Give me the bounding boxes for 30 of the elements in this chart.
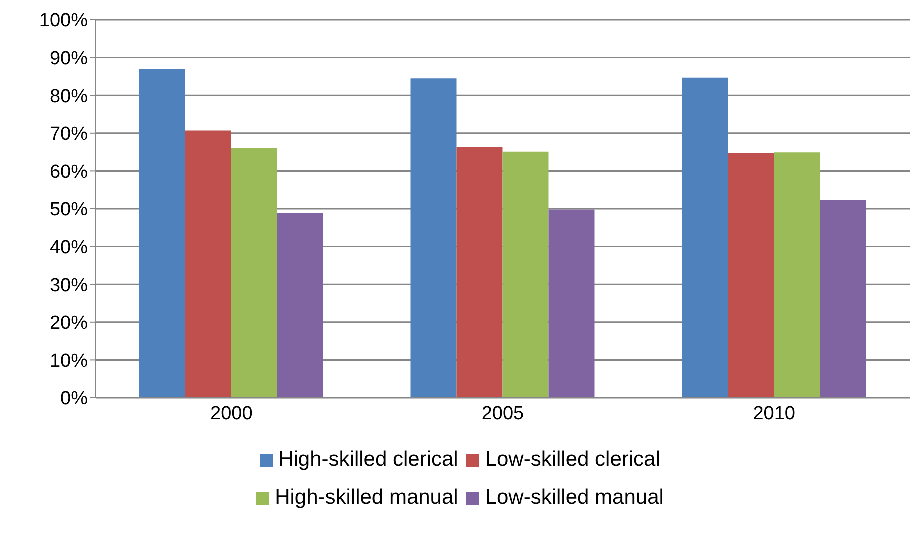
x-tick-label: 2005	[482, 403, 524, 424]
y-tick-label: 70%	[50, 124, 88, 146]
bar	[774, 152, 820, 398]
legend-label: Low-skilled manual	[485, 486, 664, 510]
bar	[456, 147, 503, 398]
y-tick-label: 20%	[50, 313, 88, 334]
bar	[231, 148, 278, 398]
legend-label: High-skilled clerical	[278, 448, 458, 472]
y-tick-label: 90%	[50, 48, 88, 70]
bar	[185, 130, 232, 398]
bar	[277, 213, 324, 398]
y-tick-label: 30%	[50, 275, 88, 296]
bar	[410, 78, 457, 398]
y-tick-label: 10%	[50, 350, 88, 372]
x-tick-label: 2000	[210, 403, 253, 424]
bar	[548, 210, 595, 398]
y-tick-label: 0%	[60, 388, 88, 410]
x-tick-label: 2010	[753, 403, 796, 424]
bar	[820, 200, 866, 398]
y-tick-label: 80%	[50, 86, 88, 108]
bar	[502, 152, 549, 398]
y-tick-label: 40%	[50, 238, 88, 259]
y-tick-label: 100%	[39, 10, 88, 32]
legend-label: Low-skilled clerical	[485, 448, 660, 472]
y-tick-label: 60%	[50, 162, 88, 183]
legend-label: High-skilled manual	[275, 486, 458, 510]
bar	[139, 70, 186, 398]
bar	[682, 78, 728, 398]
y-tick-label: 50%	[50, 200, 88, 221]
bar	[728, 153, 774, 398]
